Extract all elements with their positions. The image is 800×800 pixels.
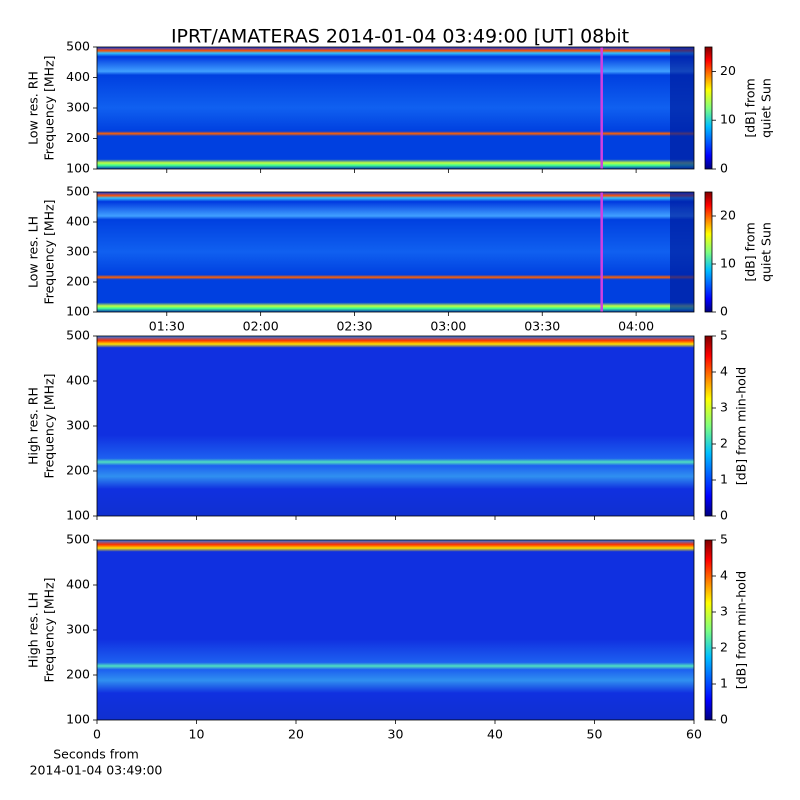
y-tick-label: 300 (66, 418, 90, 433)
colorbar (704, 46, 713, 170)
colorbar-tick-label: 2 (720, 436, 728, 451)
colorbar (704, 539, 713, 721)
y-tick-label: 100 (66, 508, 90, 523)
y-axis-label: Frequency [MHz] (42, 577, 57, 682)
y-tick-label: 400 (66, 69, 90, 84)
colorbar-tick-label: 20 (720, 208, 736, 223)
y-tick-label: 100 (66, 712, 90, 727)
y-axis-label: High res. LH (26, 592, 41, 668)
x-axis-label: 2014-01-04 03:49:00 (30, 763, 163, 778)
y-axis-label: Low res. RH (26, 71, 41, 145)
x-tick-label: 50 (587, 727, 603, 742)
colorbar-label: [dB] from min-hold (734, 571, 749, 689)
spectrogram (97, 47, 694, 169)
x-tick-label: 03:00 (430, 319, 466, 334)
y-tick-label: 200 (66, 130, 90, 145)
colorbar-tick-label: 3 (720, 604, 728, 619)
x-axis-label: Seconds from (53, 747, 139, 762)
y-tick-label: 500 (66, 184, 90, 199)
colorbar-tick-label: 10 (720, 256, 736, 271)
colorbar-tick-label: 5 (720, 532, 728, 547)
colorbar-tick-label: 2 (720, 640, 728, 655)
y-tick-label: 400 (66, 577, 90, 592)
colorbar-label: [dB] from min-hold (734, 367, 749, 485)
data-gap (670, 192, 694, 312)
x-tick-label: 04:00 (618, 319, 654, 334)
colorbar-label: quiet Sun (759, 78, 774, 138)
chart-title: IPRT/AMATERAS 2014-01-04 03:49:00 [UT] 0… (171, 26, 629, 48)
x-tick-label: 0 (93, 727, 101, 742)
x-tick-label: 40 (487, 727, 503, 742)
x-tick-label: 20 (288, 727, 304, 742)
y-tick-label: 300 (66, 622, 90, 637)
y-axis-label: Frequency [MHz] (42, 373, 57, 478)
colorbar-tick-label: 0 (720, 508, 728, 523)
y-axis-label: Low res. LH (26, 216, 41, 288)
y-tick-label: 500 (66, 532, 90, 547)
colorbar-tick-label: 1 (720, 472, 728, 487)
colorbar-tick-label: 4 (720, 364, 728, 379)
colorbar-label: [dB] from (743, 222, 758, 281)
y-tick-label: 500 (66, 328, 90, 343)
colorbar-tick-label: 0 (720, 304, 728, 319)
colorbar-label: quiet Sun (759, 222, 774, 282)
y-tick-label: 100 (66, 304, 90, 319)
x-tick-label: 02:00 (243, 319, 279, 334)
spectrogram (97, 540, 694, 720)
x-tick-label: 02:30 (336, 319, 372, 334)
y-tick-label: 100 (66, 161, 90, 176)
x-tick-label: 60 (686, 727, 702, 742)
spectrogram (97, 336, 694, 516)
colorbar-tick-label: 20 (720, 63, 736, 78)
y-tick-label: 400 (66, 373, 90, 388)
colorbar (704, 191, 713, 313)
y-axis-label: Frequency [MHz] (42, 55, 57, 160)
y-axis-label: Frequency [MHz] (42, 199, 57, 304)
y-tick-label: 500 (66, 39, 90, 54)
colorbar-tick-label: 3 (720, 400, 728, 415)
y-tick-label: 200 (66, 274, 90, 289)
colorbar-tick-label: 1 (720, 676, 728, 691)
y-tick-label: 400 (66, 214, 90, 229)
colorbar (704, 335, 713, 517)
colorbar-tick-label: 4 (720, 568, 728, 583)
x-tick-label: 30 (388, 727, 404, 742)
x-tick-label: 03:30 (524, 319, 560, 334)
x-tick-label: 10 (189, 727, 205, 742)
colorbar-tick-label: 0 (720, 161, 728, 176)
data-gap (670, 47, 694, 169)
colorbar-tick-label: 0 (720, 712, 728, 727)
y-tick-label: 200 (66, 667, 90, 682)
spectrogram (97, 192, 694, 312)
y-tick-label: 300 (66, 244, 90, 259)
y-tick-label: 200 (66, 463, 90, 478)
x-tick-label: 01:30 (149, 319, 185, 334)
colorbar-tick-label: 5 (720, 328, 728, 343)
y-axis-label: High res. RH (26, 387, 41, 465)
y-tick-label: 300 (66, 100, 90, 115)
colorbar-tick-label: 10 (720, 112, 736, 127)
colorbar-label: [dB] from (743, 78, 758, 137)
